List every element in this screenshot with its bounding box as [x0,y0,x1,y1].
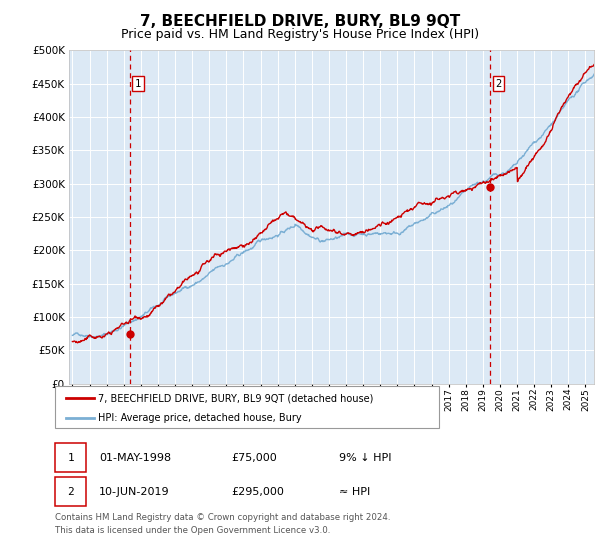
Text: 7, BEECHFIELD DRIVE, BURY, BL9 9QT: 7, BEECHFIELD DRIVE, BURY, BL9 9QT [140,14,460,29]
Text: ≈ HPI: ≈ HPI [339,487,370,497]
Text: Price paid vs. HM Land Registry's House Price Index (HPI): Price paid vs. HM Land Registry's House … [121,28,479,41]
Text: 1: 1 [67,452,74,463]
Text: 2: 2 [67,487,74,497]
Text: HPI: Average price, detached house, Bury: HPI: Average price, detached house, Bury [98,413,302,423]
Text: 7, BEECHFIELD DRIVE, BURY, BL9 9QT (detached house): 7, BEECHFIELD DRIVE, BURY, BL9 9QT (deta… [98,393,374,403]
Text: This data is licensed under the Open Government Licence v3.0.: This data is licensed under the Open Gov… [55,526,331,535]
Text: £295,000: £295,000 [231,487,284,497]
Text: 01-MAY-1998: 01-MAY-1998 [99,452,171,463]
Text: Contains HM Land Registry data © Crown copyright and database right 2024.: Contains HM Land Registry data © Crown c… [55,513,391,522]
Text: 9% ↓ HPI: 9% ↓ HPI [339,452,391,463]
Text: 2: 2 [496,79,502,88]
Text: 10-JUN-2019: 10-JUN-2019 [99,487,170,497]
Text: 1: 1 [135,79,141,88]
Text: £75,000: £75,000 [231,452,277,463]
